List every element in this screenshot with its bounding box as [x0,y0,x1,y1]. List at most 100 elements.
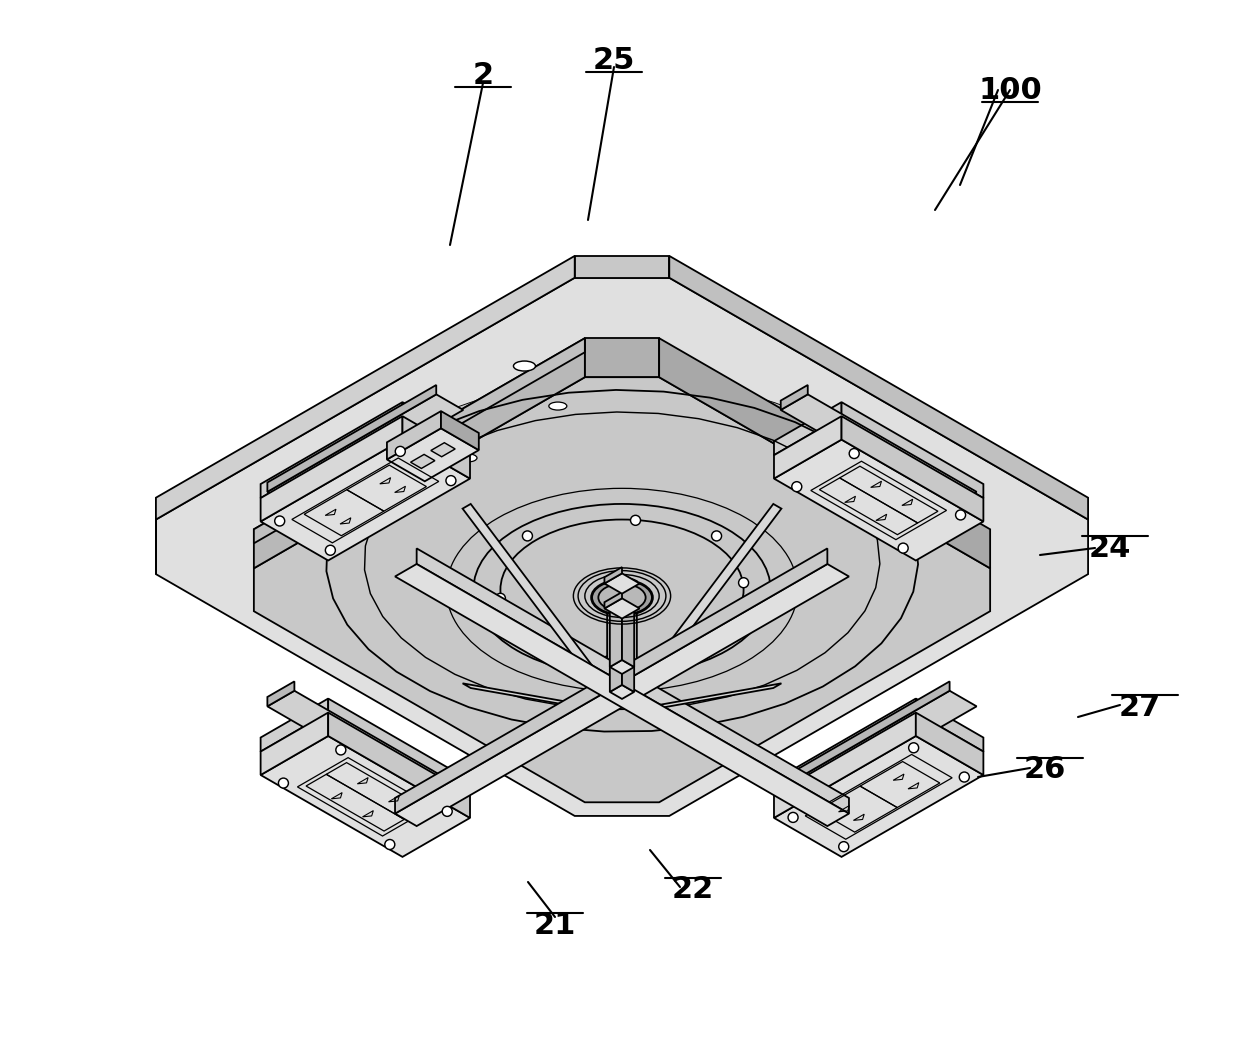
Polygon shape [403,416,470,479]
Circle shape [325,545,335,555]
Polygon shape [268,691,464,804]
Polygon shape [260,402,403,498]
Polygon shape [574,256,670,278]
Polygon shape [774,736,983,857]
Circle shape [838,841,848,852]
Circle shape [712,641,722,650]
Text: 27: 27 [1118,693,1161,721]
Polygon shape [268,394,464,508]
Ellipse shape [599,584,646,611]
Text: 22: 22 [672,876,714,905]
Ellipse shape [298,486,320,495]
Polygon shape [601,578,637,692]
Polygon shape [781,394,977,508]
Polygon shape [268,385,436,492]
Polygon shape [329,698,470,794]
Polygon shape [260,736,470,857]
Circle shape [522,641,532,650]
Ellipse shape [370,506,387,514]
Polygon shape [774,416,842,479]
Ellipse shape [459,454,477,462]
Text: 24: 24 [1089,534,1131,562]
Polygon shape [260,416,403,521]
Polygon shape [403,402,470,456]
Polygon shape [260,698,329,751]
Polygon shape [774,440,983,560]
Polygon shape [622,602,634,692]
Polygon shape [156,278,1087,816]
Polygon shape [645,683,781,711]
Polygon shape [670,256,1087,519]
Circle shape [396,446,405,457]
Polygon shape [430,443,455,457]
Text: 26: 26 [1024,756,1066,785]
Text: 21: 21 [533,910,577,939]
Polygon shape [660,339,990,568]
Polygon shape [463,683,599,711]
Polygon shape [842,402,983,498]
Circle shape [789,812,799,822]
Circle shape [909,743,919,752]
Polygon shape [396,564,849,827]
Polygon shape [260,440,470,560]
Polygon shape [410,455,435,468]
Polygon shape [326,378,831,681]
Circle shape [522,531,532,541]
Polygon shape [604,593,622,608]
Circle shape [336,745,346,754]
Polygon shape [916,698,983,751]
Ellipse shape [513,361,536,371]
Circle shape [446,475,456,486]
Polygon shape [622,577,634,667]
Polygon shape [156,256,574,519]
Circle shape [898,543,908,553]
Circle shape [384,839,394,850]
Text: 2: 2 [472,61,494,90]
Polygon shape [417,549,849,814]
Polygon shape [260,416,470,537]
Circle shape [279,779,289,788]
Polygon shape [396,564,849,827]
Polygon shape [441,411,479,450]
Polygon shape [254,339,585,568]
Ellipse shape [549,402,567,410]
Polygon shape [387,428,479,482]
Polygon shape [610,602,622,692]
Polygon shape [774,698,916,794]
Ellipse shape [608,675,637,692]
Polygon shape [604,567,622,583]
Circle shape [712,531,722,541]
Polygon shape [260,713,470,834]
Polygon shape [463,504,599,679]
Polygon shape [781,681,950,788]
Polygon shape [254,339,585,543]
Polygon shape [585,339,660,377]
Circle shape [792,482,802,492]
Ellipse shape [591,580,652,616]
Polygon shape [610,684,634,699]
Circle shape [443,807,453,816]
Polygon shape [396,549,827,814]
Circle shape [604,655,614,666]
Polygon shape [781,385,807,410]
Polygon shape [610,577,622,667]
Circle shape [849,448,859,459]
Polygon shape [774,713,983,834]
Polygon shape [604,574,640,594]
Polygon shape [387,411,441,460]
Polygon shape [268,681,294,706]
Text: 25: 25 [593,46,635,74]
Polygon shape [604,599,640,619]
Polygon shape [916,713,983,775]
Circle shape [956,510,966,520]
Circle shape [739,578,749,587]
Polygon shape [610,660,634,674]
Circle shape [496,594,506,603]
Polygon shape [842,416,983,521]
Polygon shape [254,377,990,803]
Polygon shape [774,713,916,818]
Polygon shape [329,713,470,818]
Polygon shape [774,416,983,537]
Polygon shape [260,713,329,775]
Circle shape [960,772,970,782]
